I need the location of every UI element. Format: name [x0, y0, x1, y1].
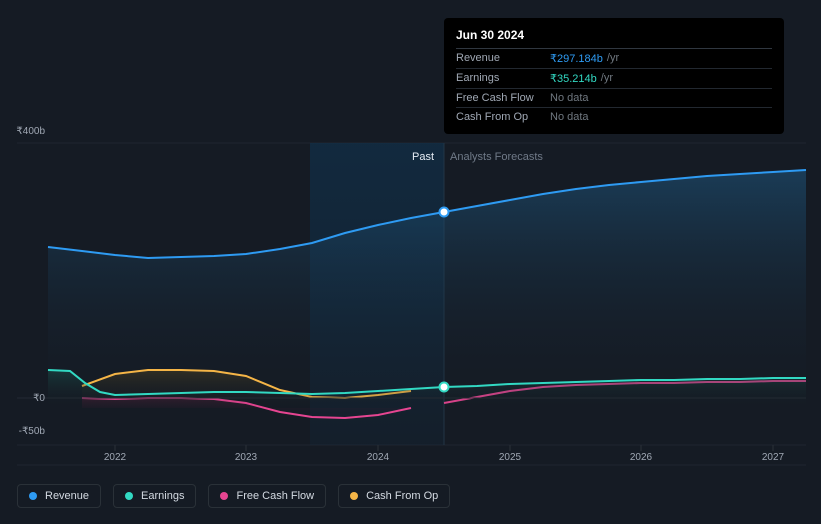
ytick-label: ₹0	[0, 393, 45, 404]
section-label-forecast: Analysts Forecasts	[450, 151, 543, 163]
tooltip-row-fcf: Free Cash Flow No data	[456, 89, 772, 108]
legend-item-fcf[interactable]: Free Cash Flow	[208, 484, 326, 508]
ytick-label: ₹400b	[0, 126, 45, 137]
xtick-label: 2027	[753, 452, 793, 463]
tooltip-value: ₹297.184b	[550, 52, 603, 65]
legend-dot	[220, 492, 228, 500]
chart-tooltip: Jun 30 2024 Revenue ₹297.184b /yr Earnin…	[444, 18, 784, 134]
legend-item-cashop[interactable]: Cash From Op	[338, 484, 450, 508]
tooltip-date: Jun 30 2024	[456, 28, 772, 49]
xtick-label: 2025	[490, 452, 530, 463]
legend-item-revenue[interactable]: Revenue	[17, 484, 101, 508]
xtick-label: 2024	[358, 452, 398, 463]
tooltip-value: ₹35.214b	[550, 72, 597, 85]
tooltip-label: Earnings	[456, 72, 550, 85]
legend-label: Revenue	[45, 490, 89, 502]
tooltip-row-revenue: Revenue ₹297.184b /yr	[456, 49, 772, 69]
legend-item-earnings[interactable]: Earnings	[113, 484, 196, 508]
xtick-label: 2023	[226, 452, 266, 463]
tooltip-row-cashop: Cash From Op No data	[456, 108, 772, 126]
legend-dot	[125, 492, 133, 500]
legend-label: Cash From Op	[366, 490, 438, 502]
tooltip-label: Cash From Op	[456, 111, 550, 123]
ytick-label: -₹50b	[0, 426, 45, 437]
legend-label: Free Cash Flow	[236, 490, 314, 502]
tooltip-suffix: /yr	[607, 52, 619, 65]
legend-dot	[29, 492, 37, 500]
xtick-label: 2022	[95, 452, 135, 463]
legend-label: Earnings	[141, 490, 184, 502]
tooltip-nodata: No data	[550, 111, 589, 123]
xtick-label: 2026	[621, 452, 661, 463]
section-label-past: Past	[412, 151, 434, 163]
tooltip-label: Free Cash Flow	[456, 92, 550, 104]
tooltip-row-earnings: Earnings ₹35.214b /yr	[456, 69, 772, 89]
legend-dot	[350, 492, 358, 500]
tooltip-nodata: No data	[550, 92, 589, 104]
chart-legend: Revenue Earnings Free Cash Flow Cash Fro…	[17, 484, 450, 508]
tooltip-label: Revenue	[456, 52, 550, 65]
tooltip-suffix: /yr	[601, 72, 613, 85]
